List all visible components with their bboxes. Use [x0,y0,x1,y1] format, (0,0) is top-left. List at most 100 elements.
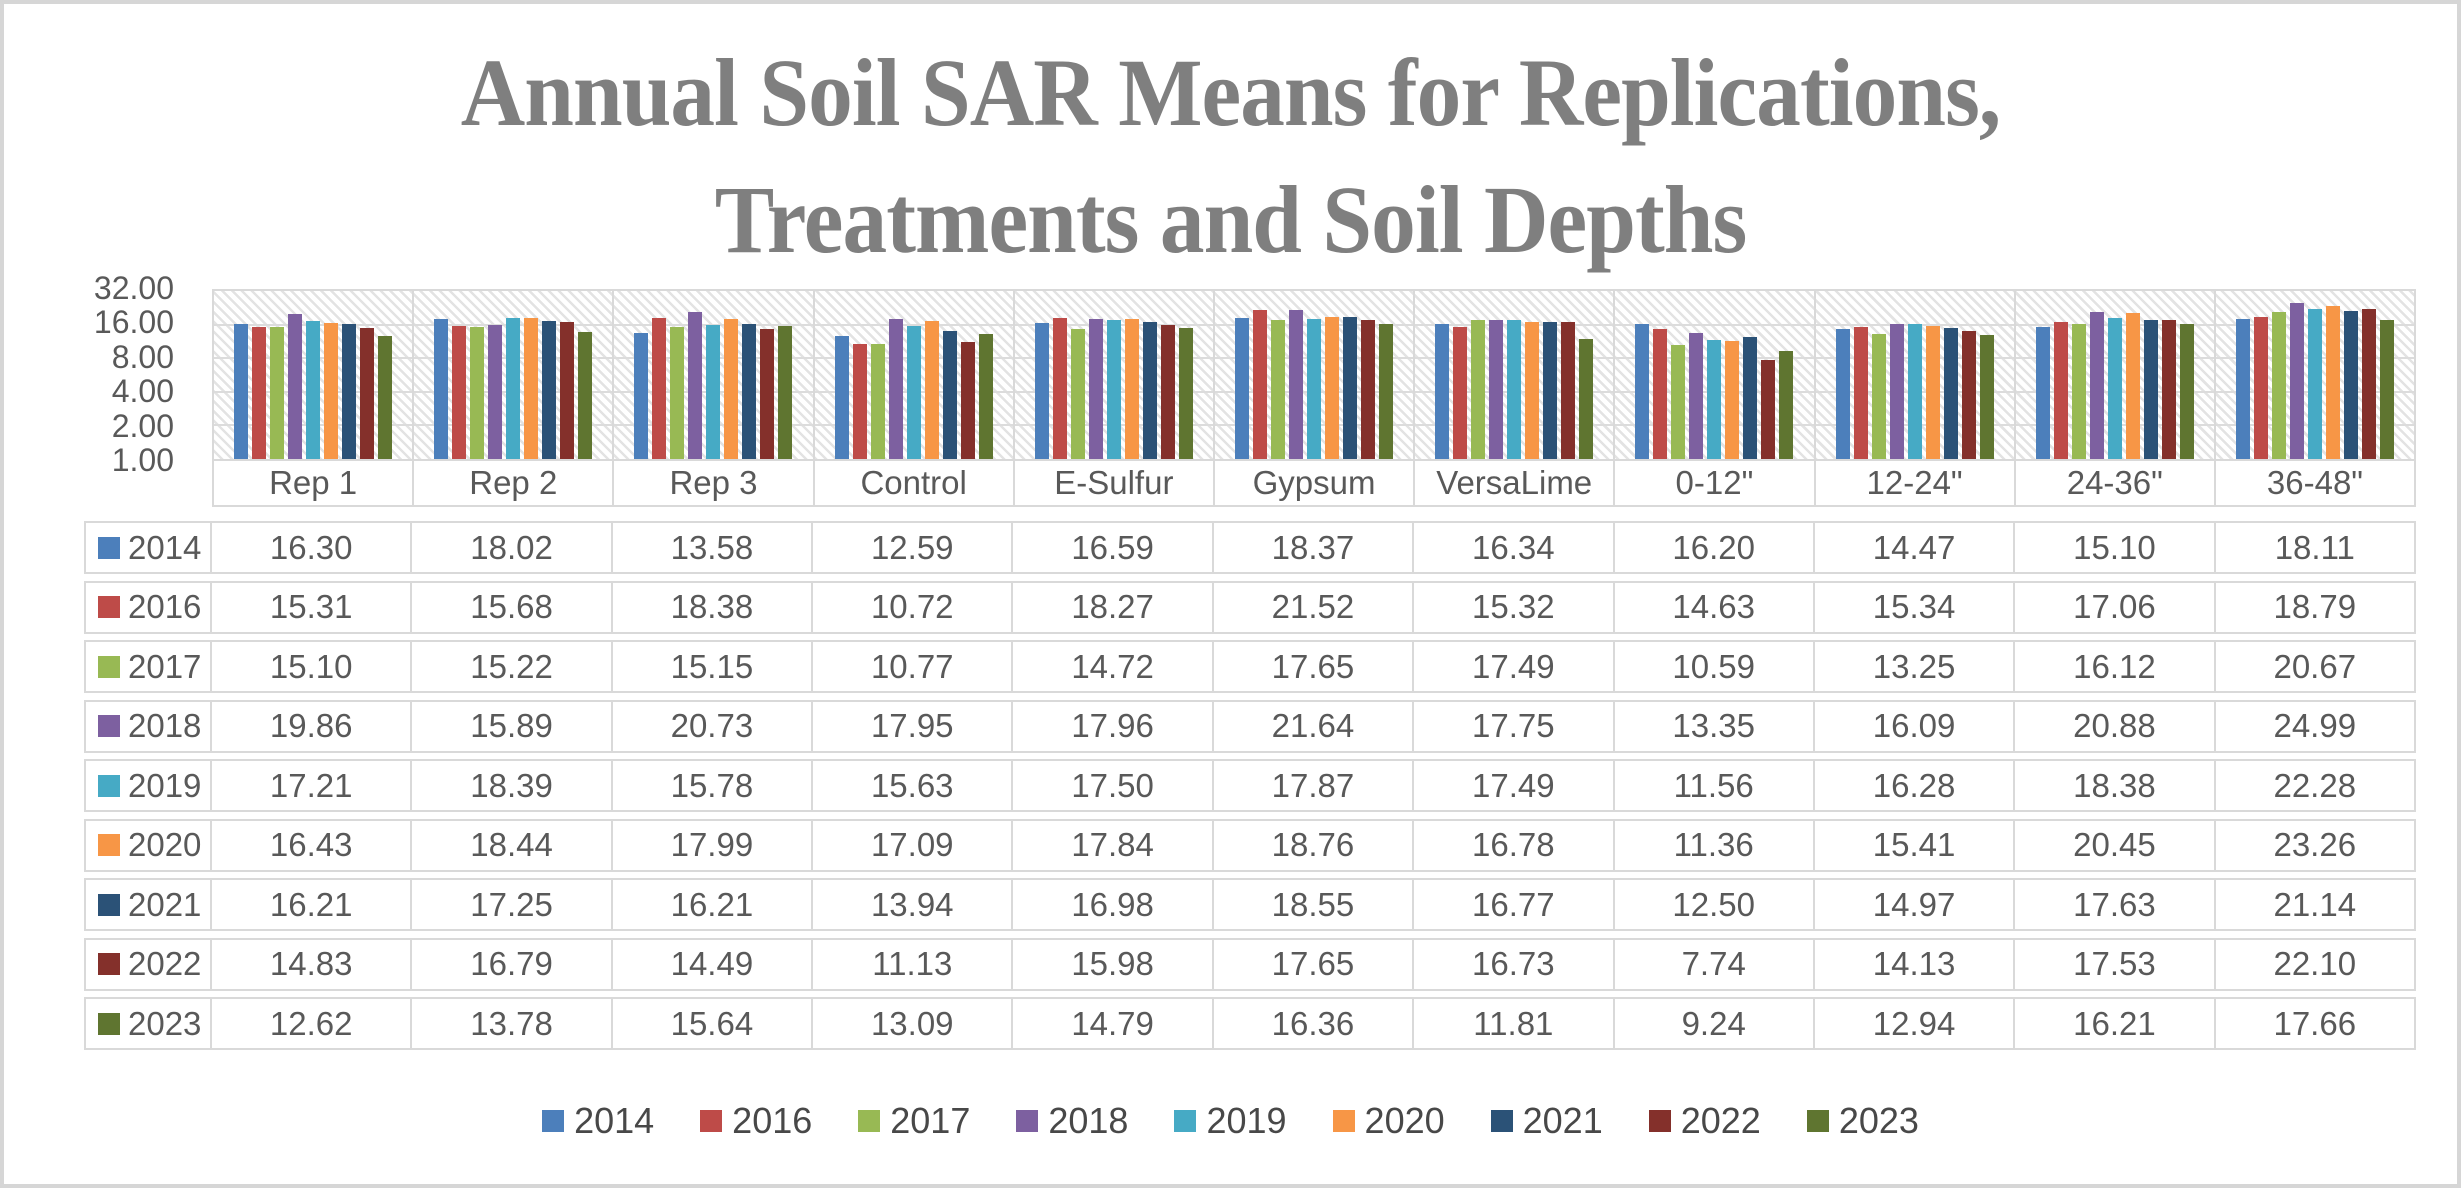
bar [924,321,939,459]
legend-label: 2022 [1680,1100,1761,1141]
bar [1779,351,1794,459]
table-row: 2023 12.62 13.78 15.64 13.09 14.79 16.36 11.81 9… [84,997,2416,1050]
bar [1178,328,1193,459]
category-label: 24-36" [2015,461,2216,507]
value-cell: 11.56 [1614,759,1815,812]
bar [2271,312,2286,459]
value-cell: 16.20 [1614,521,1815,574]
bar [1507,320,1522,459]
value-cell: 17.25 [412,878,613,931]
value-cell: 15.15 [612,640,814,693]
table-row: 2014 16.30 18.02 13.58 12.59 16.59 18.37 16.34 1… [84,521,2416,574]
value-cell: 10.59 [1614,640,1815,693]
value-cell: 24.99 [2215,699,2416,753]
value-cell: 9.24 [1614,997,1815,1050]
legend-color-swatch-icon [858,1110,881,1132]
legend-color-swatch-icon [1648,1110,1671,1132]
value-cell: 17.63 [2015,878,2216,931]
bar [1034,322,1049,459]
y-axis-tick-label: 16.00 [93,304,174,341]
value-cell: 12.59 [813,521,1014,574]
table-row: 2017 15.10 15.22 15.15 10.77 14.72 17.65 17.49 1… [84,640,2416,693]
bar [2053,321,2068,459]
row-key-label: 2017 [128,647,202,685]
value-cell: 22.10 [2215,937,2416,991]
bar [270,327,285,459]
row-key-label: 2020 [128,826,202,863]
row-key-cell: 2020 [84,818,212,872]
series-color-swatch-icon [98,715,120,737]
bar [524,317,539,459]
legend-item: 2023 [1806,1100,1919,1142]
value-cell: 21.14 [2215,878,2416,931]
bar [688,312,703,459]
category-bar-group [214,291,415,459]
value-cell: 16.78 [1414,818,1615,872]
bar [2361,308,2376,459]
value-cell: 20.88 [2015,699,2216,753]
value-cell: 16.77 [1414,878,1615,931]
bar [2125,312,2140,459]
category-bar-group [1015,291,1215,459]
row-key-label: 2019 [128,766,202,804]
value-cell: 17.09 [813,818,1014,872]
table-row: 2016 15.31 15.68 18.38 10.72 18.27 21.52 15.32 1… [84,580,2416,634]
value-cell: 11.13 [813,937,1014,991]
value-cell: 18.37 [1213,521,1415,574]
legend-label: 2023 [1838,1100,1919,1141]
bar [2307,308,2322,459]
category-label: VersaLime [1415,461,1616,507]
value-cell: 16.79 [412,937,613,991]
value-cell: 18.27 [1013,580,1214,634]
value-cell: 17.95 [813,699,1014,753]
y-axis-tick-label: 4.00 [111,372,174,409]
bar [542,320,557,459]
bar [1579,339,1594,459]
legend-label: 2020 [1364,1100,1445,1141]
row-key-cell: 2023 [84,997,212,1050]
value-cell: 15.22 [412,640,613,693]
value-cell: 17.75 [1414,699,1615,753]
category-bar-group [414,291,615,459]
value-cell: 14.63 [1614,580,1815,634]
table-row: 2019 17.21 18.39 15.78 15.63 17.50 17.87 17.49 1… [84,759,2416,812]
bar [2089,311,2104,459]
bar [1124,319,1139,459]
bar [634,332,649,459]
value-cell: 18.39 [412,759,613,812]
value-cell: 15.78 [612,759,814,812]
bar [888,319,903,459]
value-cell: 15.63 [813,759,1014,812]
bar [870,343,885,459]
row-key-cell: 2022 [84,937,212,991]
value-cell: 18.76 [1213,818,1415,872]
bar [1088,319,1103,459]
value-cell: 12.94 [1814,997,2016,1050]
bar [1435,323,1450,459]
value-cell: 18.44 [412,818,613,872]
bar [1070,328,1085,459]
bar [2379,319,2394,459]
value-cell: 17.99 [612,818,814,872]
bar [2143,319,2158,459]
value-cell: 14.72 [1013,640,1214,693]
bar [1379,323,1394,459]
value-cell: 15.34 [1814,580,2016,634]
bar [1561,322,1576,459]
legend-label: 2021 [1522,1100,1603,1141]
table-row: 2022 14.83 16.79 14.49 11.13 15.98 17.65 16.73 7… [84,937,2416,991]
legend-color-swatch-icon [1016,1110,1039,1132]
value-cell: 21.64 [1213,699,1415,753]
bar [1907,323,1922,459]
bar [452,325,467,459]
category-bar-group [1615,291,1816,459]
legend-label: 2014 [574,1100,655,1141]
legend-color-swatch-icon [1806,1110,1829,1132]
row-key-label: 2016 [128,588,202,625]
row-key-cell: 2021 [84,878,212,931]
value-cell: 13.35 [1614,699,1815,753]
bar [560,322,575,459]
series-color-swatch-icon [98,953,120,975]
value-cell: 17.49 [1414,759,1615,812]
value-cell: 13.58 [612,521,814,574]
